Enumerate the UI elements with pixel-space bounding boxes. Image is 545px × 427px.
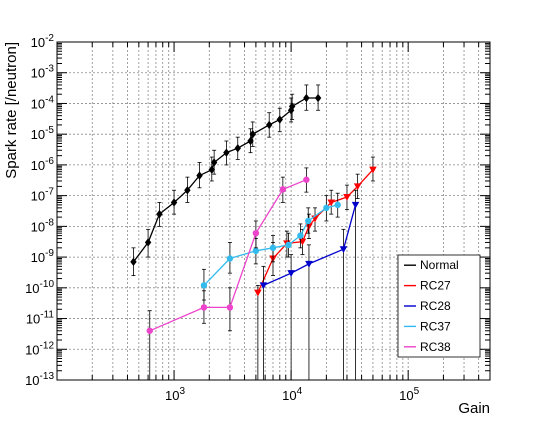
data-point-marker (184, 186, 191, 195)
series-line (132, 97, 319, 263)
y-tick-label: 10-8 (31, 217, 55, 234)
y-tick-label: 10-13 (25, 371, 54, 388)
data-point-marker (369, 166, 377, 174)
y-tick-label: 10-4 (31, 94, 55, 111)
y-tick-label: 10-5 (31, 125, 55, 142)
data-point-marker (247, 136, 254, 146)
data-point-marker (288, 102, 296, 111)
series-rc37 (200, 192, 341, 301)
data-point-marker (156, 209, 163, 219)
x-tick-label: 103 (165, 386, 185, 403)
data-point-marker (196, 171, 203, 180)
y-tick-label: 10-2 (31, 33, 55, 50)
data-point-marker (226, 304, 234, 311)
data-point-marker (200, 282, 208, 289)
series-line (257, 169, 374, 293)
data-point-marker (303, 176, 310, 183)
data-point-marker (303, 93, 310, 103)
data-point-marker (223, 148, 230, 157)
data-point-marker (200, 304, 208, 311)
legend-label: Normal (420, 258, 459, 272)
data-point-marker (210, 158, 218, 167)
data-point-marker (323, 204, 330, 212)
data-point-marker (226, 255, 234, 262)
legend-label: RC28 (420, 299, 451, 313)
legend-label: RC38 (420, 340, 451, 354)
data-point-marker (305, 223, 313, 231)
data-series (130, 84, 377, 380)
y-tick-label: 10-6 (31, 156, 55, 173)
data-point-marker (353, 183, 362, 191)
series-normal (130, 84, 322, 276)
legend-label: RC27 (420, 279, 451, 293)
x-axis-title: Gain (458, 400, 490, 417)
data-point-marker (287, 270, 295, 277)
series-rc38 (146, 167, 310, 380)
data-point-marker (252, 247, 260, 255)
data-point-marker (334, 201, 341, 209)
y-tick-label: 10-3 (31, 64, 55, 81)
data-point-marker (351, 201, 360, 209)
data-point-marker (259, 282, 268, 290)
y-tick-label: 10-9 (31, 248, 55, 265)
data-point-marker (252, 229, 260, 237)
data-point-marker (305, 260, 313, 268)
data-point-marker (234, 143, 241, 153)
series-rc27 (254, 156, 377, 380)
data-point-marker (208, 165, 215, 174)
data-point-marker (170, 198, 178, 207)
x-tick-label: 105 (399, 386, 419, 403)
series-line (149, 179, 307, 332)
y-tick-label: 10-10 (25, 279, 54, 296)
axes: 10-2 10-3 10-4 10-5 10-6 10-7 10-8 10-9 10-10 10-… (25, 33, 491, 403)
data-point-marker (249, 129, 256, 139)
data-point-marker (327, 199, 336, 207)
data-point-marker (276, 115, 283, 124)
data-point-marker (144, 238, 152, 247)
data-point-marker (339, 246, 348, 254)
y-axis-title: Spark rate [/neutron] (3, 42, 20, 179)
data-point-marker (254, 289, 262, 297)
legend: Normal RC27 RC28 RC37 RC38 (397, 254, 481, 358)
data-point-marker (269, 244, 277, 252)
data-point-marker (130, 257, 137, 267)
y-tick-label: 10-7 (31, 187, 55, 204)
legend-label: RC37 (420, 319, 451, 333)
data-point-marker (279, 186, 287, 193)
plot-frame (56, 41, 491, 381)
data-point-marker (314, 93, 322, 103)
data-point-marker (266, 120, 273, 130)
data-point-marker (305, 217, 312, 225)
data-point-marker (285, 241, 292, 249)
y-tick-label: 10-11 (26, 310, 55, 327)
series-rc28 (259, 189, 360, 380)
data-point-marker (297, 232, 304, 239)
data-point-marker (343, 194, 351, 201)
grid (56, 41, 491, 381)
data-point-marker (146, 327, 153, 334)
y-tick-label: 10-12 (25, 340, 54, 357)
x-tick-label: 104 (282, 386, 302, 403)
